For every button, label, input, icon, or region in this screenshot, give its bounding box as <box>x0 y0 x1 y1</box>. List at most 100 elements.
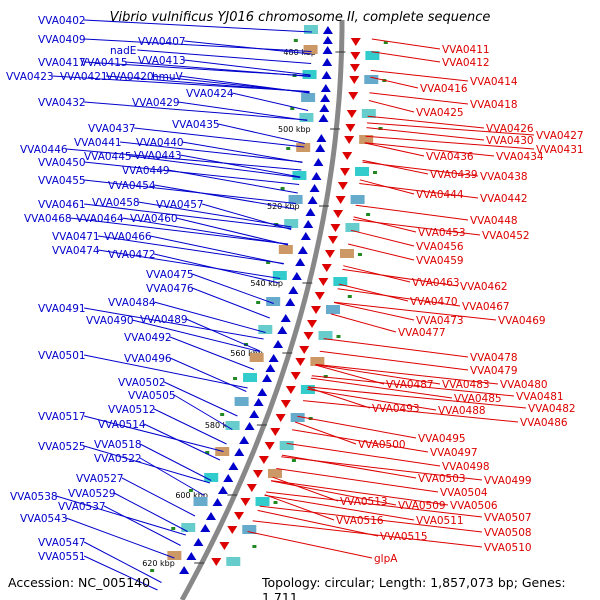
forward-gene-arrow <box>309 184 320 192</box>
reverse-gene-label: VVA0418 <box>470 99 518 111</box>
forward-gene-arrow <box>322 26 333 34</box>
forward-gene-arrow <box>321 71 332 79</box>
scale-tick-label: 580 kbp <box>205 421 238 430</box>
protein-domain-box <box>258 325 273 334</box>
forward-gene-leader <box>84 179 297 204</box>
protein-domain-box <box>299 113 314 122</box>
reverse-gene-leader <box>371 51 441 63</box>
reverse-gene-arrow <box>346 110 357 118</box>
feature-marker <box>256 301 261 304</box>
protein-domain-box <box>310 357 325 366</box>
protein-domain-box <box>242 525 257 534</box>
protein-domain-box <box>355 167 370 176</box>
reverse-gene-arrow <box>227 526 238 534</box>
forward-gene-arrow <box>319 104 330 112</box>
forward-gene-leader <box>121 477 196 517</box>
forward-gene-arrow <box>322 46 333 54</box>
scale-tick-label: 540 kbp <box>250 279 283 288</box>
reverse-gene-label: VVA0438 <box>480 171 528 183</box>
forward-gene-leader <box>65 517 175 559</box>
forward-gene-label: VVA0505 <box>128 390 176 402</box>
reverse-gene-label: VVA0462 <box>460 281 508 293</box>
reverse-gene-leader <box>271 480 449 506</box>
forward-gene-leader <box>180 154 301 178</box>
forward-gene-leader <box>83 555 158 591</box>
forward-gene-arrow <box>239 436 250 444</box>
reverse-gene-leader <box>257 509 379 537</box>
forward-gene-arrow <box>200 524 211 532</box>
forward-gene-arrow <box>223 474 234 482</box>
forward-gene-leader <box>83 541 162 583</box>
forward-gene-label: VVA0529 <box>68 488 116 500</box>
forward-gene-arrow <box>273 340 284 348</box>
reverse-gene-arrow <box>314 292 325 300</box>
reverse-gene-leader <box>276 468 439 493</box>
reverse-gene-arrow <box>348 92 359 100</box>
reverse-gene-label: VVA0448 <box>470 215 518 227</box>
protein-domain-box <box>326 305 340 314</box>
forward-gene-arrow <box>257 388 268 396</box>
reverse-gene-leader <box>330 313 397 333</box>
reverse-gene-leader <box>366 127 485 141</box>
reverse-gene-arrow <box>233 512 244 520</box>
forward-gene-label: VVA0543 <box>20 513 68 525</box>
feature-marker <box>280 187 285 190</box>
forward-gene-label: VVA0415 <box>80 57 128 69</box>
reverse-gene-leader <box>362 161 479 177</box>
reverse-gene-leader <box>292 429 429 453</box>
forward-gene-leader <box>98 249 281 279</box>
forward-gene-leader <box>168 169 298 194</box>
forward-gene-leader <box>70 217 289 245</box>
forward-gene-leader <box>84 19 312 33</box>
protein-domain-box <box>345 223 360 232</box>
reverse-gene-label: VVA0499 <box>484 475 532 487</box>
protein-domain-box <box>249 353 264 362</box>
forward-gene-leader <box>83 445 211 484</box>
protein-domain-box <box>361 109 376 118</box>
protein-domain-box <box>364 75 379 84</box>
forward-gene-label: VVA0454 <box>108 180 156 192</box>
forward-gene-leader <box>153 408 227 445</box>
reverse-gene-leader <box>270 480 397 506</box>
forward-gene-arrow <box>322 36 333 44</box>
forward-gene-leader <box>153 253 280 284</box>
forward-gene-leader <box>139 457 205 496</box>
forward-gene-label: VVA0446 <box>20 144 68 156</box>
feature-marker <box>336 335 341 338</box>
forward-gene-label: VVA0421 <box>60 71 108 83</box>
feature-marker <box>373 171 378 174</box>
feature-marker <box>378 127 383 130</box>
scale-tick-label: 520 kbp <box>267 202 300 211</box>
forward-gene-label: VVA0402 <box>38 15 86 27</box>
protein-domain-box <box>266 297 281 306</box>
forward-gene-arrow <box>311 172 322 180</box>
reverse-gene-leader <box>310 377 453 399</box>
reverse-gene-leader <box>281 456 483 481</box>
reverse-gene-arrow <box>246 484 257 492</box>
feature-marker <box>188 489 193 492</box>
forward-gene-arrow <box>307 196 318 204</box>
forward-gene-leader <box>120 141 303 163</box>
reverse-gene-leader <box>315 363 499 385</box>
reverse-gene-label: VVA0508 <box>484 527 532 539</box>
reverse-gene-arrow <box>333 210 344 218</box>
reverse-gene-arrow <box>349 64 360 72</box>
forward-gene-leader <box>83 415 224 452</box>
forward-gene-label: VVA0537 <box>58 501 106 513</box>
reverse-gene-label: VVA0473 <box>416 315 464 327</box>
reverse-gene-label: VVA0480 <box>500 379 548 391</box>
reverse-gene-arrow <box>342 152 353 160</box>
forward-gene-label: hmuV <box>152 71 184 83</box>
forward-gene-leader <box>201 203 292 230</box>
reverse-gene-arrow <box>280 400 291 408</box>
reverse-gene-label: VVA0416 <box>420 83 468 95</box>
forward-gene-leader <box>126 61 311 77</box>
reverse-gene-arrow <box>211 558 222 566</box>
reverse-gene-leader <box>323 338 469 358</box>
forward-gene-label: VVA0496 <box>124 353 172 365</box>
reverse-gene-arrow <box>324 250 335 258</box>
forward-gene-arrow <box>205 512 216 520</box>
forward-gene-leader <box>143 423 221 461</box>
